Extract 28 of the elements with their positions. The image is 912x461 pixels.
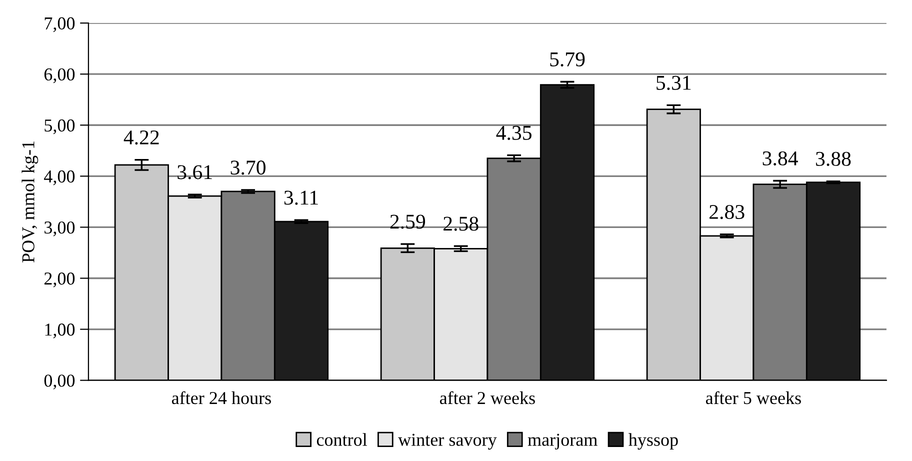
data-label: 4.22 [124, 130, 159, 145]
data-label: 3.61 [178, 165, 212, 180]
data-label: 2.83 [710, 204, 744, 220]
data-label: 3.70 [230, 160, 266, 175]
x-tick-label: after 2 weeks [440, 391, 535, 404]
y-tick-label: 0,00 [44, 374, 75, 390]
y-tick-label: 1,00 [45, 324, 75, 338]
y-tick-label: 4,00 [44, 170, 75, 186]
y-tick-label: 7,00 [44, 17, 75, 32]
data-label: 5.79 [550, 52, 585, 66]
data-label: 5.31 [656, 76, 691, 90]
y-tick-label: 5,00 [44, 119, 75, 134]
legend-label: marjoram [528, 434, 598, 450]
data-label: 3.88 [816, 152, 851, 166]
y-tick-label: 6,00 [44, 68, 75, 84]
data-label: 4.35 [496, 126, 532, 140]
data-label: 2.59 [390, 214, 426, 229]
legend-label: winter savory [398, 434, 497, 450]
y-tick-label: 3,00 [44, 221, 75, 236]
legend-label: hyssop [628, 433, 678, 450]
data-label: 3.84 [762, 151, 798, 166]
legend-label: control [316, 433, 367, 446]
x-tick-label: after 24 hours [172, 391, 271, 404]
data-label: 2.58 [444, 216, 478, 231]
y-axis-title: POV, mmol kg-1 [22, 141, 38, 262]
x-tick-label: after 5 weeks [706, 391, 801, 404]
data-label: 3.11 [284, 190, 318, 205]
y-tick-label: 2,00 [44, 272, 75, 288]
